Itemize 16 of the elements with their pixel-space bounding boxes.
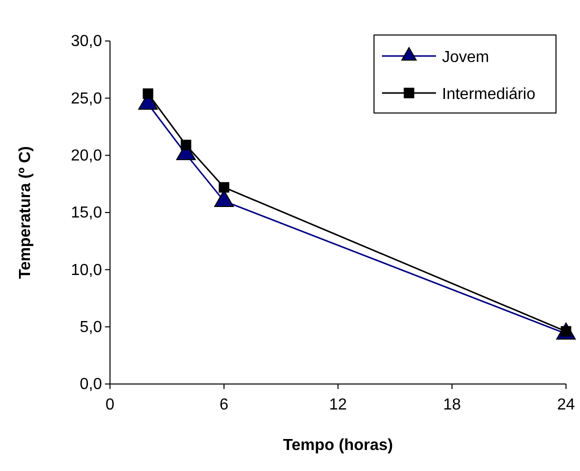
x-tick-label: 12 [329,396,347,414]
x-tick-label: 24 [557,396,575,414]
y-tick-label: 5,0 [80,318,102,336]
y-tick-label: 15,0 [70,204,102,222]
y-axis-title: Temperatura (º C) [17,146,34,279]
x-tick-label: 6 [220,396,229,414]
x-tick-label: 0 [106,396,115,414]
legend-label: Intermediário [442,86,536,103]
legend-label: Jovem [442,49,490,66]
y-tick-label: 20,0 [70,147,102,164]
y-tick-label: 10,0 [70,262,102,279]
y-tick-label: 0,0 [80,376,102,394]
x-axis-title: Tempo (horas) [283,437,393,454]
y-tick-label: 30,0 [70,33,102,50]
x-tick-label: 18 [443,396,461,414]
y-tick-label: 25,0 [70,90,102,108]
